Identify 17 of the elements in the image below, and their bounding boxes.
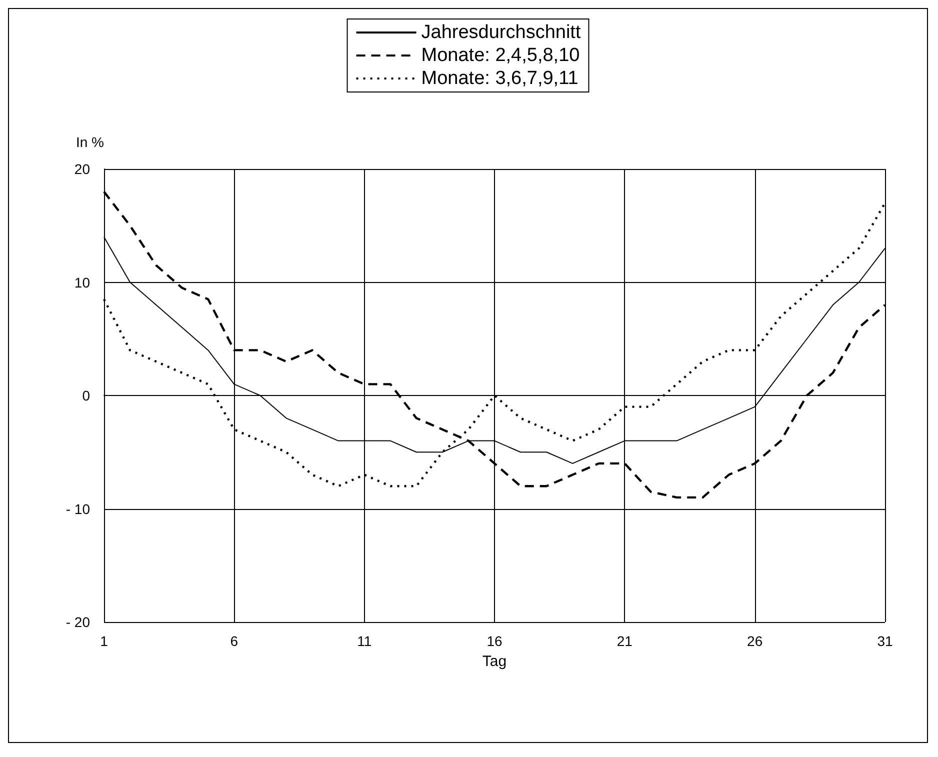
x-tick-label: 16 <box>486 633 502 649</box>
y-tick-label: 20 <box>74 161 90 177</box>
legend-label: Jahresdurchschnitt <box>421 22 582 43</box>
x-axis-title: Tag <box>482 653 507 670</box>
y-tick-label: - 10 <box>66 500 90 517</box>
y-axis-title: In % <box>76 134 104 150</box>
x-tick-label: 26 <box>747 633 763 649</box>
x-tick-label: 11 <box>357 633 372 649</box>
legend-label: Monate: 2,4,5,8,10 <box>421 45 580 66</box>
y-tick-label: - 20 <box>66 614 90 630</box>
y-tick-label: 10 <box>74 274 90 290</box>
x-tick-label: 6 <box>230 633 238 649</box>
legend-label: Monate: 3,6,7,9,11 <box>421 68 578 89</box>
x-tick-label: 1 <box>100 633 108 649</box>
y-tick-label: 0 <box>82 388 90 404</box>
x-tick-label: 31 <box>877 633 893 649</box>
x-tick-label: 21 <box>616 633 633 649</box>
